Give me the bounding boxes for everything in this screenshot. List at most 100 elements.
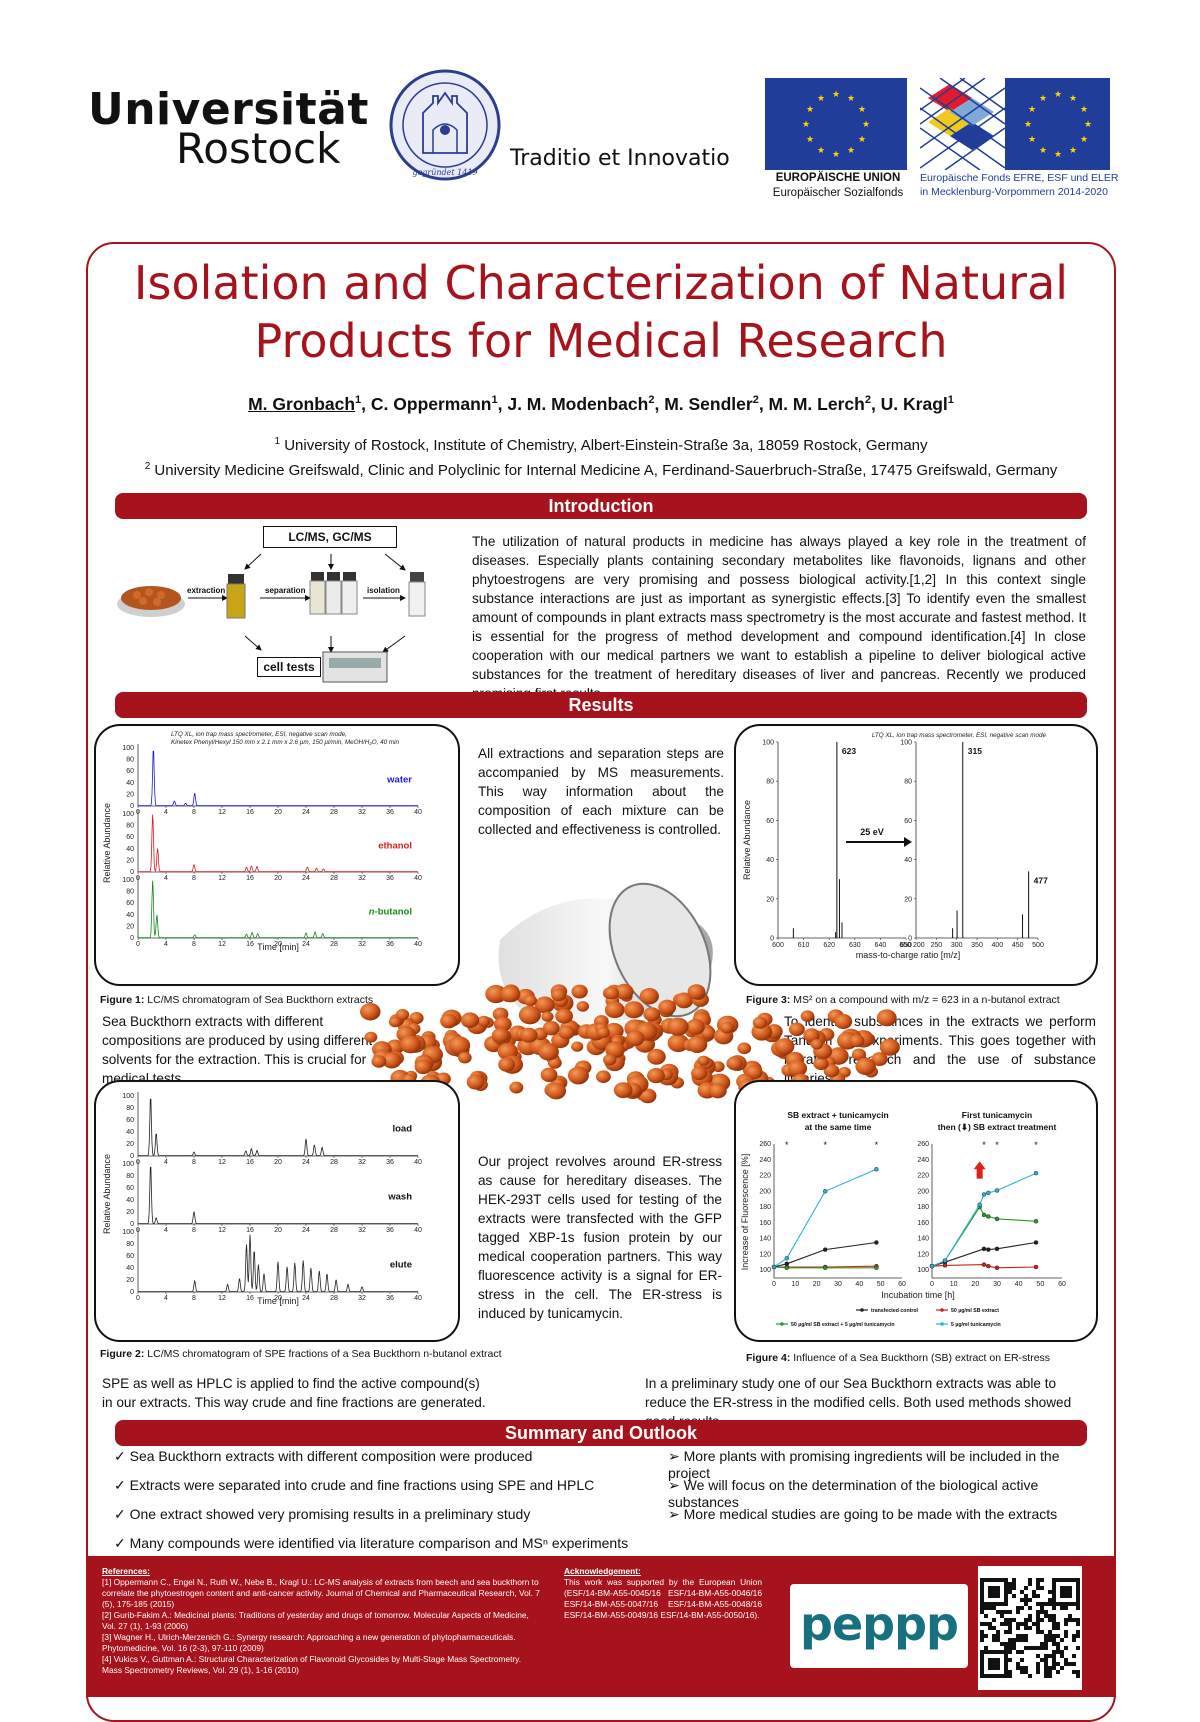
berry (460, 1012, 480, 1028)
summary-item: ✓ One extract showed very promising resu… (114, 1506, 674, 1535)
qr-module (1008, 1642, 1012, 1646)
qr-module (1008, 1586, 1012, 1590)
y-tick-label: 20 (126, 791, 134, 798)
qr-module (1036, 1646, 1040, 1650)
data-point (986, 1214, 991, 1219)
summary-item: ✓ Many compounds were identified via lit… (114, 1535, 674, 1564)
significance-star: * (785, 1140, 789, 1150)
x-tick-label: 20 (274, 1295, 282, 1302)
author-affiliation-number: 2 (752, 394, 759, 407)
berry (400, 1035, 422, 1054)
qr-module (1072, 1662, 1076, 1666)
author-affiliation-number: 2 (648, 394, 655, 407)
y-tick-label: 180 (917, 1204, 929, 1211)
x-tick-label: 650 (900, 942, 912, 949)
y-tick-label: 40 (126, 780, 134, 787)
y-tick-label: 0 (130, 935, 134, 942)
berry (466, 1074, 485, 1090)
figure-4-caption: Figure 4: Influence of a Sea Buckthorn (… (746, 1352, 1050, 1364)
qr-module (1024, 1626, 1028, 1630)
berry (542, 1021, 560, 1036)
berry (614, 983, 634, 1000)
berry (810, 1039, 824, 1050)
qr-module (1052, 1666, 1056, 1670)
figure-4-caption-label: Figure 4: (746, 1352, 791, 1364)
qr-module (1044, 1654, 1048, 1658)
x-tick-label: 8 (192, 1159, 196, 1166)
qr-module (1028, 1614, 1032, 1618)
series-label: n-butanol (369, 906, 412, 917)
qr-code-icon[interactable] (978, 1566, 1082, 1690)
y-tick-label: 0 (130, 869, 134, 876)
chromatogram-trace-n-butanol (138, 880, 418, 939)
qr-module (1020, 1658, 1024, 1662)
qr-module (1032, 1622, 1036, 1626)
qr-module (1016, 1634, 1020, 1638)
series-line (773, 1241, 877, 1268)
qr-module (1016, 1662, 1020, 1666)
qr-module (1024, 1598, 1028, 1602)
lcms-box: LC/MS, GC/MS (263, 526, 397, 548)
qr-module (1024, 1594, 1028, 1598)
qr-finder-core (988, 1658, 1000, 1670)
figure-1-caption-text: LC/MS chromatogram of Sea Buckthorn extr… (147, 994, 374, 1006)
qr-module (1064, 1618, 1068, 1622)
berry (813, 1056, 829, 1071)
figure-4-caption-text: Influence of a Sea Buckthorn (SB) extrac… (793, 1352, 1051, 1364)
x-tick-label: 24 (302, 1295, 310, 1302)
data-point (784, 1265, 789, 1270)
summary-item-text: Sea Buckthorn extracts with different co… (129, 1448, 533, 1464)
qr-module (1036, 1654, 1040, 1658)
eu-star-icon: ★ (862, 119, 870, 129)
qr-finder-core (988, 1586, 1000, 1598)
x-tick-label: 600 (772, 942, 784, 949)
x-tick-label: 36 (386, 1227, 394, 1234)
eu-star-icon: ★ (806, 104, 814, 114)
qr-module (1052, 1622, 1056, 1626)
qr-module (1008, 1630, 1012, 1634)
qr-module (1076, 1630, 1080, 1634)
x-tick-label: 4 (164, 1295, 168, 1302)
qr-module (1000, 1622, 1004, 1626)
section-bar-results: Results (115, 692, 1087, 718)
qr-module (1048, 1638, 1052, 1642)
reference-item: [3] Wagner H., Ulrich-Merzenich G.: Syne… (102, 1632, 516, 1653)
qr-module (980, 1638, 984, 1642)
seal-text: gegründet 1419 (412, 168, 478, 177)
y-tick-label: 0 (130, 1289, 134, 1296)
x-tick-label: 10 (791, 1281, 799, 1288)
qr-module (1020, 1670, 1024, 1674)
qr-module (1008, 1638, 1012, 1642)
ms-peak-label: 623 (842, 746, 856, 756)
affiliation-1-text: University of Rostock, Institute of Chem… (284, 437, 928, 454)
qr-module (1060, 1650, 1064, 1654)
extraction-label: extraction (187, 586, 226, 595)
qr-module (1072, 1638, 1076, 1642)
author-list: M. Gronbach1, C. Oppermann1, J. M. Moden… (248, 394, 954, 414)
qr-module (1052, 1606, 1056, 1610)
qr-module (1000, 1610, 1004, 1614)
berry (647, 1068, 665, 1084)
berry (500, 985, 521, 1003)
x-tick-label: 650 200 (899, 942, 924, 949)
qr-module (1044, 1646, 1048, 1650)
legend-marker (860, 1308, 864, 1312)
qr-module (1048, 1618, 1052, 1622)
x-tick-label: 28 (330, 941, 338, 948)
cell-tests-box: cell tests (257, 657, 321, 677)
qr-module (1028, 1598, 1032, 1602)
x-tick-label: 0 (930, 1281, 934, 1288)
data-point (822, 1247, 828, 1252)
x-tick-label: 12 (218, 1295, 226, 1302)
author-name: M. Gronbach (248, 394, 356, 414)
data-point (822, 1265, 828, 1270)
qr-module (1040, 1606, 1044, 1610)
x-tick-label: 630 (849, 942, 861, 949)
qr-module (1016, 1626, 1020, 1630)
data-point (986, 1263, 991, 1269)
berry (558, 1025, 575, 1040)
qr-module (1040, 1578, 1044, 1582)
arrow-bullet-icon: ➢ (668, 1477, 684, 1493)
x-tick-label: 36 (386, 941, 394, 948)
qr-module (1052, 1658, 1056, 1662)
